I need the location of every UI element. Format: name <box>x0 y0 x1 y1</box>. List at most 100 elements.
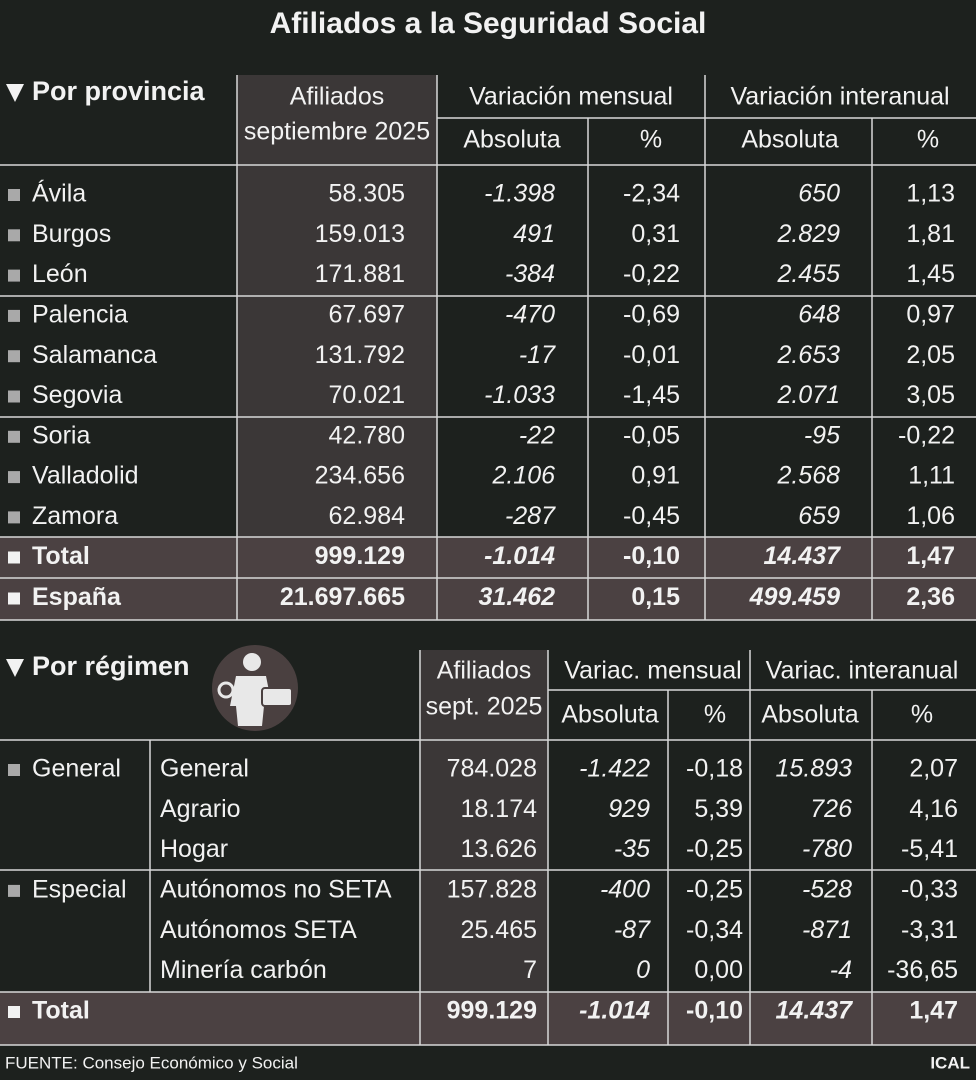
cell-value: -0,18 <box>686 755 743 783</box>
row-label: Minería carbón <box>160 956 327 984</box>
cell-value: -400 <box>600 876 650 904</box>
cell-value: 1,11 <box>908 462 955 490</box>
cell-value: -384 <box>505 260 555 288</box>
cell-value: -0,34 <box>686 916 743 944</box>
group-label: General <box>32 755 121 783</box>
row-label: Salamanca <box>32 341 157 369</box>
cell-value: 14.437 <box>776 997 854 1025</box>
cell-value: -35 <box>614 835 650 863</box>
cell-value: 2.106 <box>491 462 555 490</box>
cell-value: 0,00 <box>694 956 743 984</box>
cell-value: 15.893 <box>776 755 853 783</box>
row-label: Autónomos no SETA <box>160 876 392 904</box>
row-label: Soria <box>32 421 90 449</box>
row-label: Burgos <box>32 220 111 248</box>
cell-value: 499.459 <box>749 583 840 611</box>
column-header: Variación interanual <box>730 83 949 111</box>
bullet <box>8 764 20 776</box>
cell-value: -1.398 <box>484 180 555 208</box>
cell-value: 784.028 <box>447 755 537 783</box>
column-subheader: % <box>640 126 662 154</box>
column-header: Afiliados <box>290 83 385 111</box>
cell-value: -1,45 <box>623 381 680 409</box>
row-label: Ávila <box>32 179 86 208</box>
cell-value: 31.462 <box>479 583 556 611</box>
cell-value: -1.033 <box>484 381 555 409</box>
cell-value: -470 <box>505 301 555 329</box>
bullet <box>8 592 20 605</box>
worker-icon <box>217 681 235 699</box>
cell-value: 1,13 <box>906 180 955 208</box>
cell-value: 648 <box>798 301 840 329</box>
row-label: España <box>32 583 122 611</box>
cell-value: -1.014 <box>484 542 555 570</box>
row-label: Hogar <box>160 835 228 863</box>
cell-value: 2.455 <box>776 260 840 288</box>
bullet <box>8 430 20 443</box>
cell-value: -0,69 <box>623 301 680 329</box>
total-band <box>0 992 976 1045</box>
cell-value: 234.656 <box>315 462 405 490</box>
cell-value: -4 <box>830 956 852 984</box>
bullet <box>8 511 20 524</box>
cell-value: 929 <box>608 795 650 823</box>
cell-value: 21.697.665 <box>280 583 405 611</box>
highlight-column <box>237 75 437 537</box>
cell-value: -0,10 <box>623 542 680 570</box>
row-label: Zamora <box>32 502 118 530</box>
bullet <box>8 189 20 201</box>
column-header: septiembre 2025 <box>244 118 430 146</box>
row-label: General <box>160 755 249 783</box>
cell-value: 4,16 <box>909 795 958 823</box>
column-subheader: % <box>704 701 726 729</box>
row-label: Total <box>32 542 90 570</box>
cell-value: 5,39 <box>694 795 743 823</box>
cell-value: -5,41 <box>901 835 958 863</box>
cell-value: -0,05 <box>623 421 680 449</box>
bullet <box>8 471 20 484</box>
cell-value: -2,34 <box>623 180 680 208</box>
cell-value: 2,05 <box>906 341 955 369</box>
column-header: Variac. mensual <box>564 657 741 685</box>
column-header: sept. 2025 <box>426 693 543 721</box>
cell-value: 0,91 <box>631 462 680 490</box>
section-heading: Por provincia <box>32 76 206 106</box>
row-label: Segovia <box>32 381 122 409</box>
cell-value: 999.129 <box>447 997 537 1025</box>
highlight-column <box>420 650 548 992</box>
source-note: FUENTE: Consejo Económico y Social <box>5 1053 298 1072</box>
cell-value: -871 <box>802 916 852 944</box>
bullet <box>8 884 20 897</box>
cell-value: -36,65 <box>887 956 958 984</box>
cell-value: -287 <box>505 502 556 530</box>
bullet <box>8 551 20 564</box>
cell-value: 0,31 <box>631 220 680 248</box>
group-label: Especial <box>32 876 127 904</box>
column-header: Variac. interanual <box>766 657 959 685</box>
row-label: León <box>32 260 88 288</box>
triangle-icon <box>6 659 24 677</box>
brand: ICAL <box>930 1053 970 1072</box>
row-label: Valladolid <box>32 462 139 490</box>
column-header: Afiliados <box>437 657 532 685</box>
cell-value: 2.653 <box>776 341 840 369</box>
cell-value: -0,22 <box>898 421 955 449</box>
cell-value: -0,45 <box>623 502 680 530</box>
cell-value: 491 <box>513 220 555 248</box>
cell-value: 42.780 <box>329 421 405 449</box>
bullet <box>8 309 20 322</box>
bullet <box>8 1006 20 1018</box>
cell-value: 3,05 <box>906 381 955 409</box>
cell-value: 62.984 <box>329 502 406 530</box>
row-label: Autónomos SETA <box>160 916 357 944</box>
worker-icon <box>243 653 261 671</box>
column-subheader: Absoluta <box>741 126 838 154</box>
cell-value: 0,97 <box>906 301 955 329</box>
column-subheader: Absoluta <box>761 701 858 729</box>
cell-value: 1,45 <box>906 260 955 288</box>
cell-value: -3,31 <box>901 916 958 944</box>
cell-value: -780 <box>802 835 852 863</box>
cell-value: -95 <box>804 421 840 449</box>
cell-value: 157.828 <box>447 876 537 904</box>
cell-value: 2.829 <box>776 220 840 248</box>
